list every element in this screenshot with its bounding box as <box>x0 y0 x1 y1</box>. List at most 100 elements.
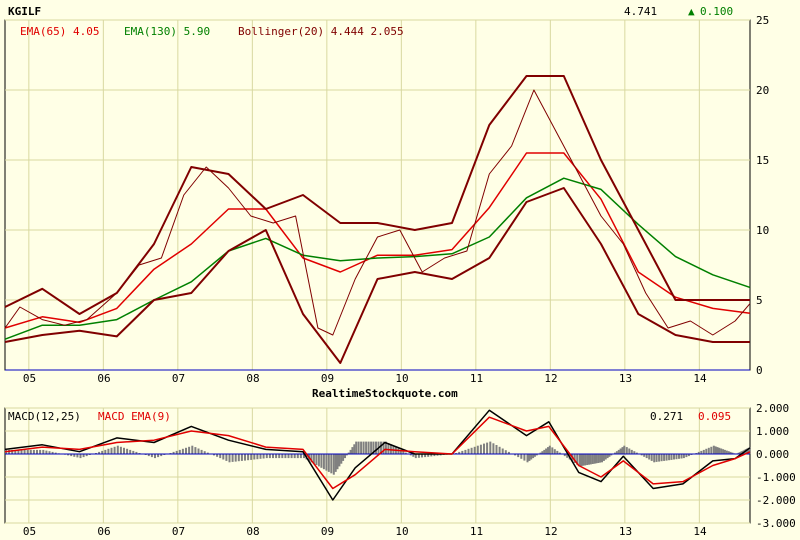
histogram-bar <box>479 444 482 454</box>
histogram-bar <box>299 454 302 459</box>
histogram-bar <box>610 454 613 456</box>
histogram-bar <box>660 454 663 462</box>
x-tick-label: 11 <box>470 525 483 538</box>
histogram-bar <box>231 454 234 462</box>
histogram-bar <box>36 449 38 454</box>
histogram-bar <box>20 449 23 454</box>
histogram-bar <box>367 441 370 454</box>
histogram-bar <box>461 450 464 454</box>
histogram-bar <box>48 451 51 454</box>
series-line-bollinger-20-lower <box>4 187 750 364</box>
histogram-bar <box>397 448 400 454</box>
histogram-bar <box>290 454 293 459</box>
price-y-ticks: 0 5 10 15 20 25 <box>756 14 769 377</box>
histogram-bar <box>312 454 315 464</box>
histogram-bar <box>714 446 717 454</box>
y-tick-label: -2.000 <box>756 494 796 507</box>
histogram-bar <box>593 454 596 464</box>
histogram-bar <box>338 454 341 467</box>
histogram-bar <box>710 446 713 454</box>
histogram-bar <box>344 454 346 459</box>
x-tick-label: 12 <box>544 372 557 385</box>
histogram-bar <box>334 454 337 472</box>
histogram-bar <box>296 454 299 459</box>
y-tick-label: 5 <box>756 294 763 307</box>
histogram-bar <box>588 454 590 465</box>
x-tick-label: 05 <box>23 372 36 385</box>
histogram-bar <box>268 454 271 459</box>
histogram-bar <box>402 451 405 454</box>
change-value: 0.100 <box>700 5 733 18</box>
histogram-bar <box>191 445 194 454</box>
histogram-bar <box>591 454 594 464</box>
histogram-bar <box>399 449 402 454</box>
histogram-bar <box>720 448 723 454</box>
histogram-bar <box>599 454 602 463</box>
histogram-bar <box>514 454 517 456</box>
histogram-bar <box>625 447 628 454</box>
histogram-bar <box>653 454 656 463</box>
histogram-bar <box>702 449 705 454</box>
histogram-bar <box>668 454 671 461</box>
histogram-bar <box>633 451 636 454</box>
histogram-bar <box>643 454 646 457</box>
histogram-bar <box>731 452 734 454</box>
histogram-bar <box>54 452 57 454</box>
histogram-bar <box>32 449 35 454</box>
histogram-bar <box>340 454 343 464</box>
histogram-bar <box>206 452 209 454</box>
x-tick-label: 07 <box>172 372 185 385</box>
histogram-bar <box>228 454 231 463</box>
macd-series <box>4 409 751 501</box>
histogram-bar <box>322 454 325 470</box>
histogram-bar <box>107 448 110 454</box>
histogram-bar <box>723 449 726 454</box>
histogram-bar <box>614 452 616 454</box>
histogram-bar <box>188 446 191 454</box>
histogram-bar <box>621 447 624 454</box>
histogram-bar <box>330 454 333 474</box>
histogram-bar <box>576 454 579 465</box>
histogram-bar <box>380 441 382 454</box>
histogram-bar <box>573 454 576 463</box>
histogram-bar <box>185 447 187 454</box>
price-plot-frame <box>4 19 751 371</box>
histogram-bar <box>347 452 350 454</box>
histogram-bar <box>635 452 638 454</box>
histogram-bar <box>219 454 222 459</box>
histogram-bar <box>98 451 101 454</box>
histogram-bar <box>14 449 17 454</box>
histogram-bar <box>278 454 281 459</box>
histogram-bar <box>240 454 243 461</box>
histogram-bar <box>558 452 561 454</box>
y-tick-label: 25 <box>756 14 769 27</box>
x-tick-label: 10 <box>395 372 408 385</box>
histogram-bar <box>200 449 203 454</box>
histogram-bar <box>375 441 377 454</box>
histogram-bar <box>225 454 228 461</box>
histogram-bar <box>160 454 163 457</box>
histogram-bar <box>492 443 495 454</box>
histogram-bar <box>707 447 710 454</box>
histogram-bar <box>417 454 420 458</box>
macd-x-ticks: 05 06 07 08 09 10 11 12 13 14 <box>23 525 707 538</box>
histogram-bar <box>85 454 88 457</box>
histogram-bar <box>628 448 631 454</box>
histogram-bar <box>589 454 592 465</box>
histogram-bar <box>604 454 607 460</box>
histogram-bar <box>412 454 415 457</box>
histogram-bar <box>365 441 368 454</box>
histogram-bar <box>126 448 129 454</box>
histogram-bar <box>705 448 708 454</box>
histogram-bar <box>421 454 423 458</box>
histogram-bar <box>556 450 559 454</box>
histogram-bar <box>253 454 256 460</box>
histogram-bar <box>551 447 554 454</box>
histogram-bar <box>351 447 354 454</box>
histogram-bar <box>194 447 197 454</box>
histogram-bar <box>203 451 206 454</box>
x-tick-label: 13 <box>619 372 632 385</box>
histogram-bar <box>317 454 320 467</box>
x-tick-label: 06 <box>97 525 110 538</box>
